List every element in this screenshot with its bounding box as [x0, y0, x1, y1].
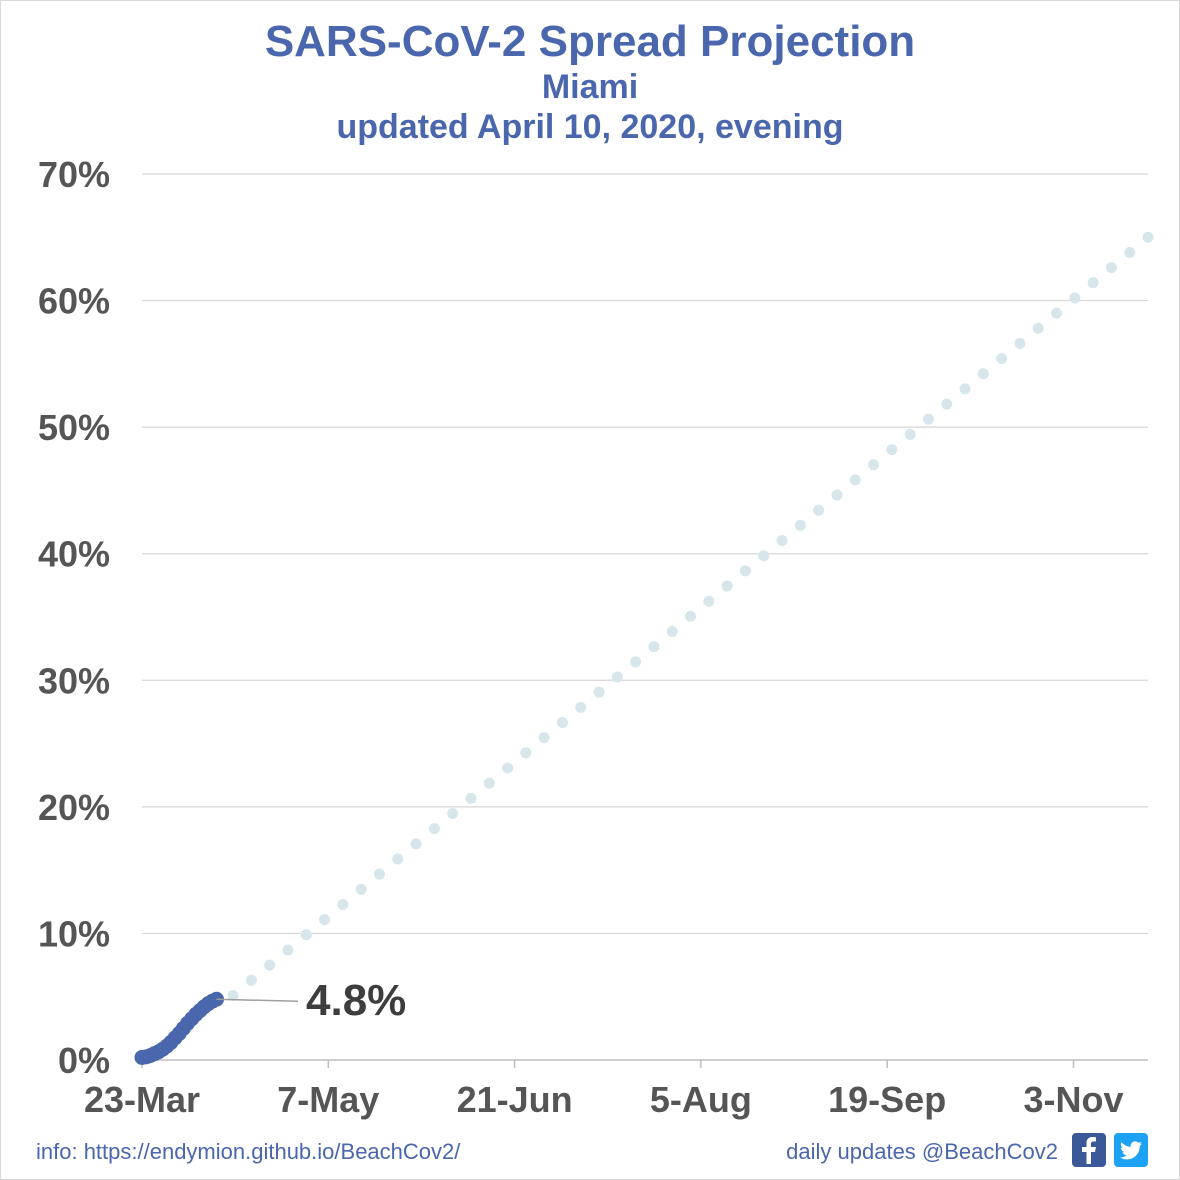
y-tick-label: 50%	[38, 407, 110, 448]
projection-point	[776, 535, 788, 547]
projection-point	[996, 353, 1008, 365]
y-tick-label: 20%	[38, 787, 110, 828]
annotation-leader	[216, 998, 299, 1002]
projection-point	[502, 762, 514, 774]
projection-point	[685, 610, 697, 622]
projection-point	[483, 777, 495, 789]
projection-point	[373, 868, 385, 880]
projection-point	[922, 413, 934, 425]
x-tick-label: 21-Jun	[457, 1079, 573, 1120]
projection-point	[1087, 277, 1099, 289]
observed-series	[134, 991, 225, 1065]
projection-point	[520, 747, 532, 759]
projection-point	[245, 974, 257, 986]
projection-point	[593, 686, 605, 698]
projection-point	[1124, 246, 1136, 258]
projection-point	[465, 792, 477, 804]
projection-point	[611, 671, 623, 683]
projection-point	[666, 626, 678, 638]
grid-lines	[142, 173, 1148, 1061]
y-tick-label: 70%	[38, 154, 110, 195]
projection-point	[831, 489, 843, 501]
projection-point	[1069, 292, 1081, 304]
annotation: 4.8%	[216, 976, 406, 1025]
daily-updates-text: daily updates @BeachCov2	[786, 1139, 1058, 1164]
projection-point	[630, 656, 642, 668]
projection-point	[977, 368, 989, 380]
x-tick-label: 3-Nov	[1023, 1079, 1123, 1120]
projection-point	[337, 898, 349, 910]
twitter-icon[interactable]	[1114, 1133, 1148, 1167]
projection-point	[300, 929, 312, 941]
x-tick-label: 19-Sep	[828, 1079, 946, 1120]
projection-point	[959, 383, 971, 395]
projection-point	[355, 883, 367, 895]
projection-point	[319, 914, 331, 926]
chart-title: SARS-CoV-2 Spread Projection	[264, 17, 916, 66]
projection-point	[410, 838, 422, 850]
projection-point	[758, 550, 770, 562]
projection-point	[813, 504, 825, 516]
y-tick-label: 60%	[38, 281, 110, 322]
projection-point	[1142, 231, 1154, 243]
y-tick-label: 40%	[38, 534, 110, 575]
projection-point	[941, 398, 953, 410]
projection-point	[648, 641, 660, 653]
projection-point	[849, 474, 861, 486]
projection-point	[575, 701, 587, 713]
projection-point	[538, 732, 550, 744]
projection-point	[447, 807, 459, 819]
projection-point	[264, 959, 276, 971]
y-axis: 0% 10% 20% 30% 40% 50% 60% 70%	[38, 154, 110, 1081]
projection-series	[227, 231, 1154, 1001]
projection-point	[794, 519, 806, 531]
projection-point	[392, 853, 404, 865]
x-tick-label: 23-Mar	[84, 1079, 200, 1120]
chart-subtitle: Miami	[541, 68, 639, 106]
projection-point	[1014, 337, 1026, 349]
annotation-label: 4.8%	[306, 976, 406, 1025]
x-axis: 23-Mar 7-May 21-Jun 5-Aug 19-Sep 3-Nov	[84, 1060, 1123, 1120]
chart-updated: updated April 10, 2020, evening	[336, 108, 844, 146]
projection-point	[721, 580, 733, 592]
projection-point	[739, 565, 751, 577]
facebook-icon[interactable]	[1072, 1133, 1106, 1167]
projection-point	[1105, 262, 1117, 274]
projection-point	[868, 459, 880, 471]
x-tick-label: 7-May	[277, 1079, 379, 1120]
y-tick-label: 30%	[38, 660, 110, 701]
projection-point	[556, 717, 568, 729]
projection-point	[1051, 307, 1063, 319]
projection-point	[428, 823, 440, 835]
y-tick-label: 0%	[58, 1040, 110, 1081]
projection-point	[886, 444, 898, 456]
info-link[interactable]: info: https://endymion.github.io/BeachCo…	[36, 1139, 461, 1164]
y-tick-label: 10%	[38, 913, 110, 954]
x-tick-label: 5-Aug	[650, 1079, 752, 1120]
projection-point	[1032, 322, 1044, 334]
projection-point	[282, 944, 294, 956]
projection-point	[904, 428, 916, 440]
projection-point	[227, 989, 239, 1001]
projection-point	[703, 595, 715, 607]
